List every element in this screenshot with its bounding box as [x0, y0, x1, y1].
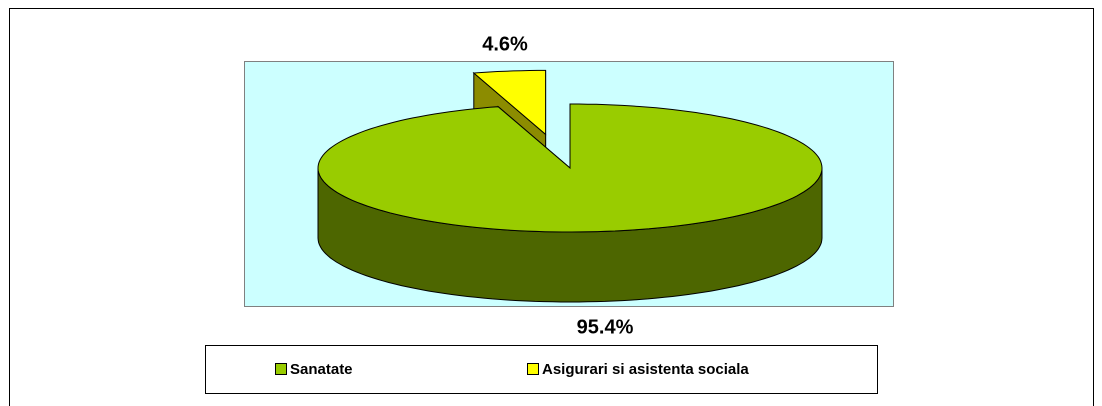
- pie: [317, 69, 823, 303]
- legend-label: Sanatate: [290, 361, 353, 378]
- legend-label: Asigurari si asistenta sociala: [542, 361, 749, 378]
- data-label: 95.4%: [577, 316, 634, 338]
- slice: [317, 103, 823, 233]
- legend: [205, 345, 878, 394]
- data-label: 4.6%: [482, 33, 528, 55]
- slice: [472, 69, 547, 136]
- chart-frame: [9, 8, 1094, 406]
- legend-swatch: [275, 363, 287, 375]
- legend-swatch: [527, 363, 539, 375]
- legend-items: Sanatate Asigurari si asistenta sociala: [275, 361, 749, 378]
